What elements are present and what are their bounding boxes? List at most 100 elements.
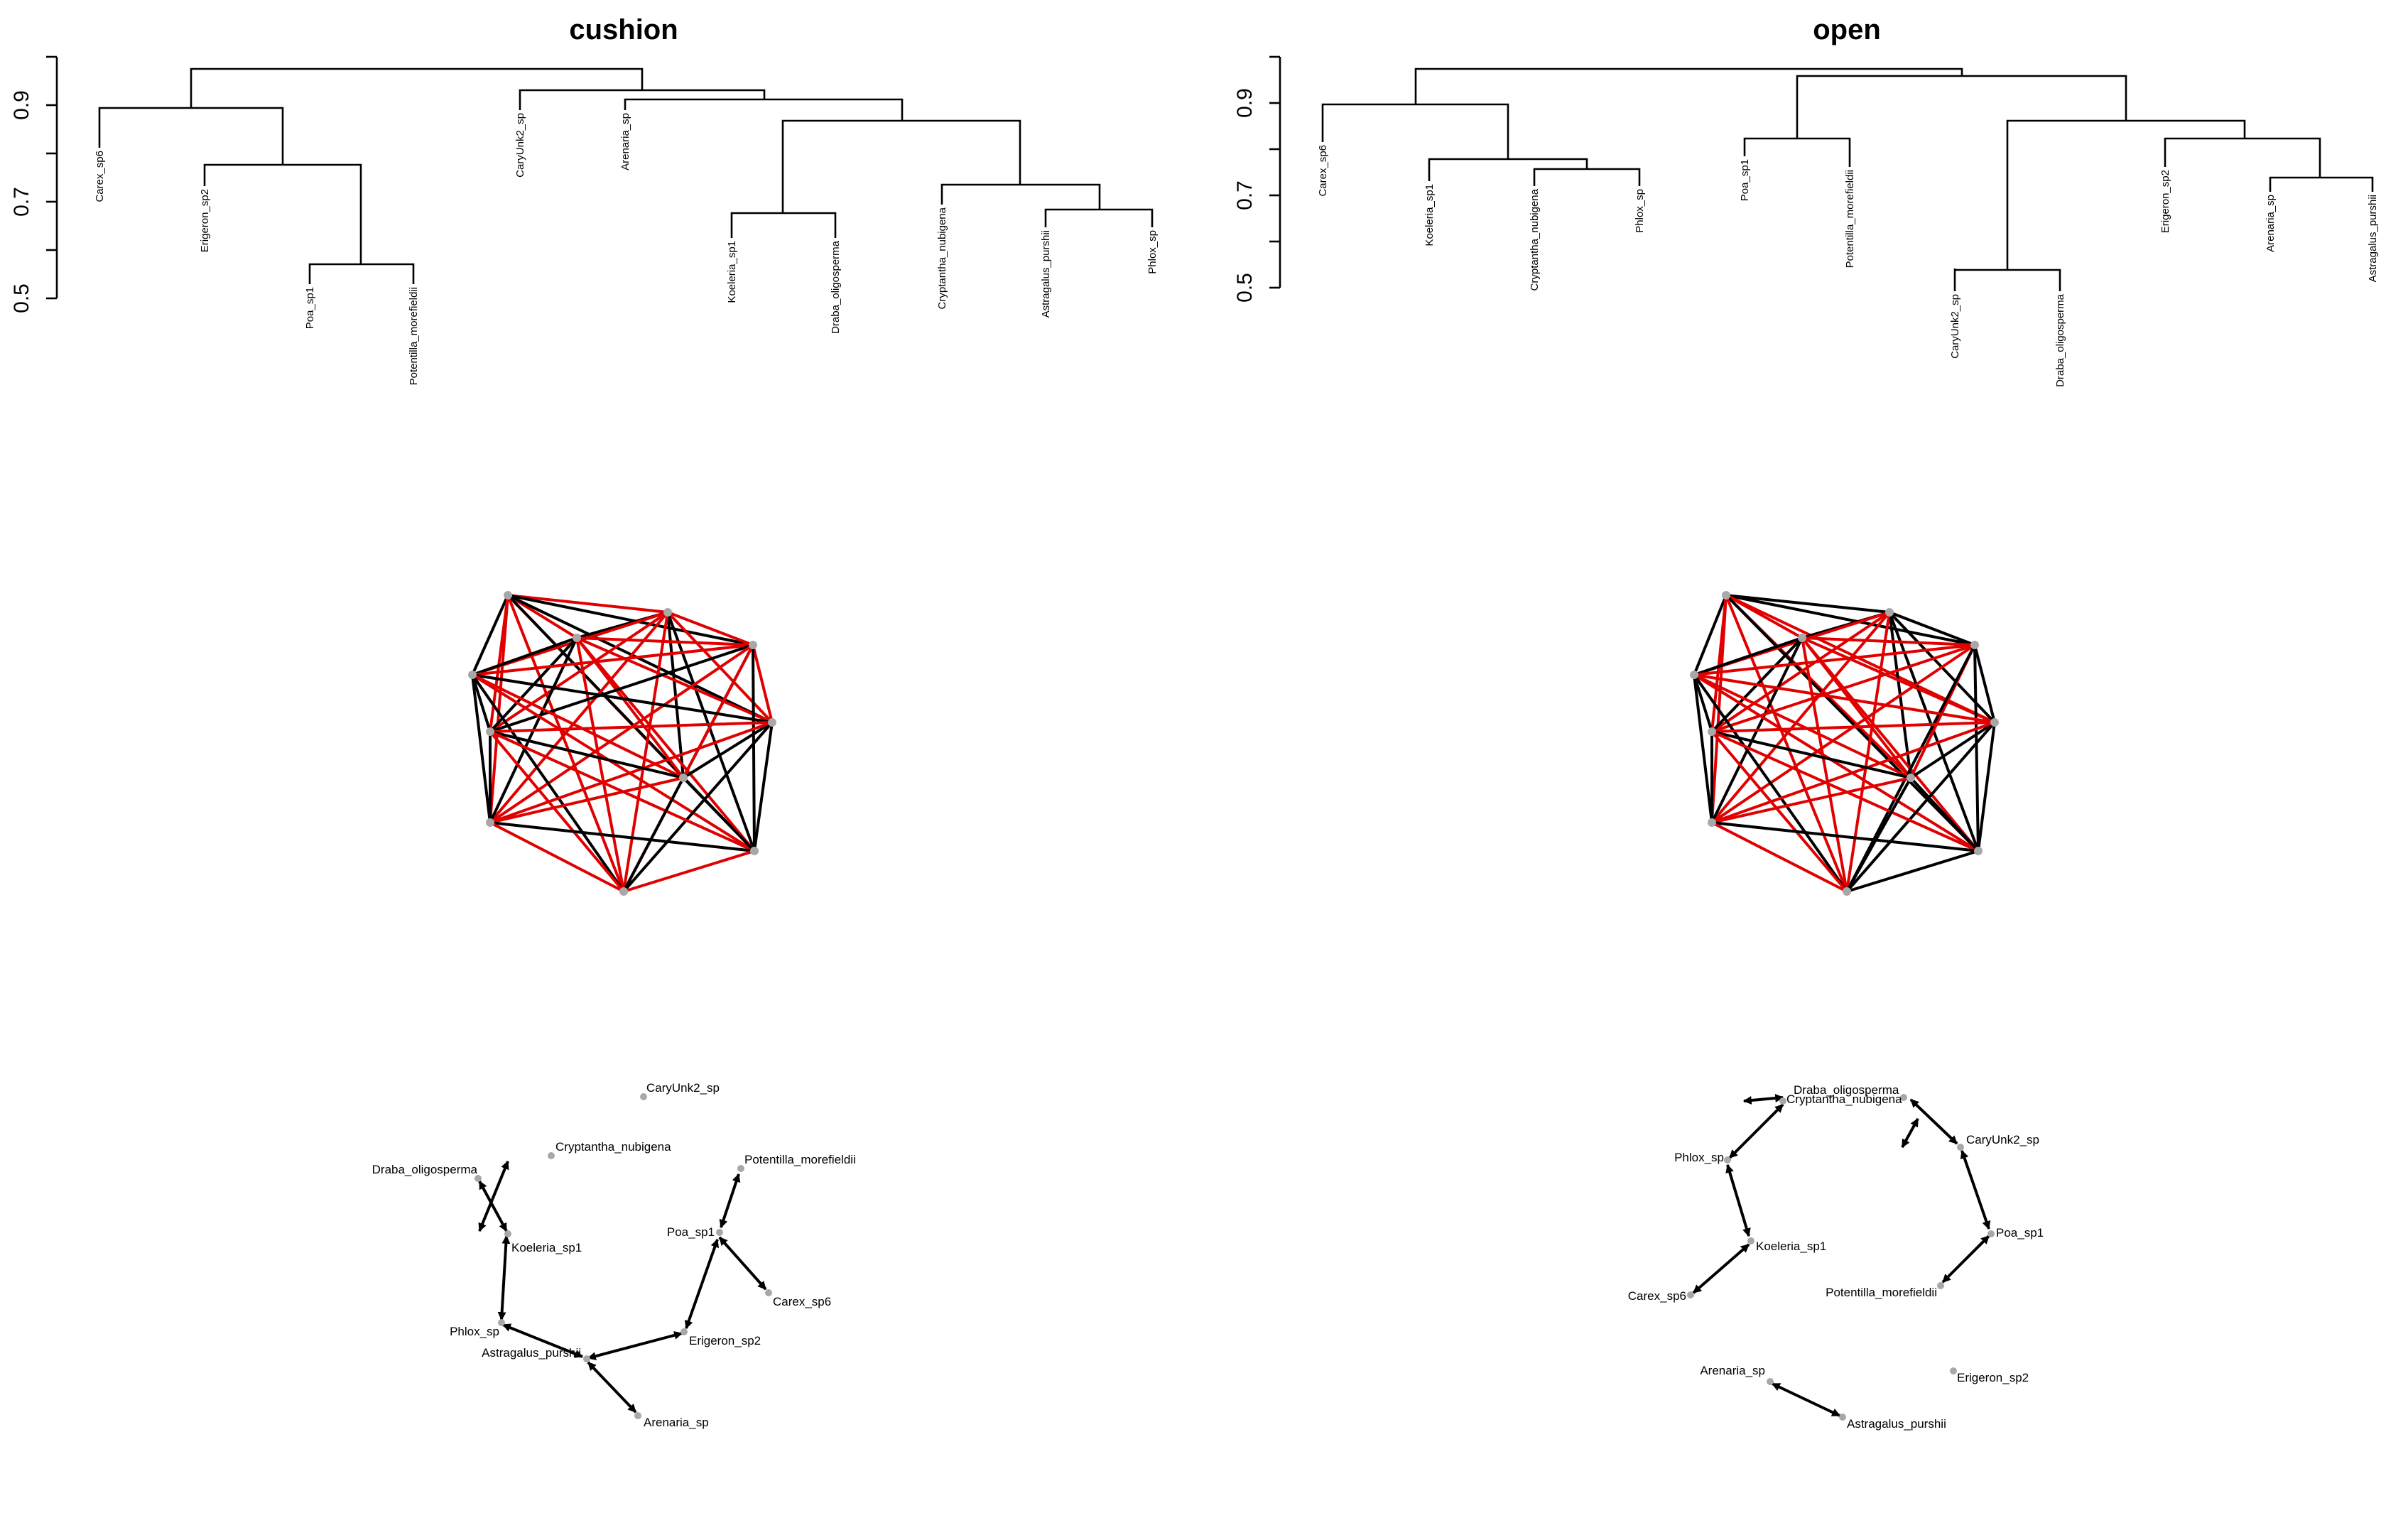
positive-edge bbox=[1725, 594, 1890, 614]
network-node bbox=[1708, 727, 1716, 736]
negative-edge bbox=[506, 594, 578, 639]
positive-edge bbox=[1973, 644, 1980, 852]
leaf-label: Arenaria_sp bbox=[619, 113, 631, 170]
network-node bbox=[1900, 1094, 1907, 1101]
negative-edge bbox=[489, 721, 773, 824]
negative-edge bbox=[489, 721, 773, 733]
y-tick-label: 0.5 bbox=[10, 283, 33, 313]
dendrogram-tree-cushion bbox=[98, 67, 1154, 284]
negative-edge bbox=[575, 636, 756, 852]
positive-edge bbox=[622, 721, 774, 893]
positive-edge bbox=[1711, 821, 1979, 852]
network-node bbox=[548, 1152, 555, 1159]
network-node bbox=[1990, 718, 1999, 727]
node-label: Carex_sp6 bbox=[773, 1295, 831, 1308]
network-node bbox=[1885, 608, 1894, 617]
node-label: Potentilla_morefieldii bbox=[744, 1153, 856, 1166]
negative-edge bbox=[472, 644, 754, 676]
leaf-label: Cryptantha_nubigena bbox=[1529, 188, 1541, 291]
node-label: Koeleria_sp1 bbox=[511, 1241, 582, 1254]
negative-edge bbox=[1710, 730, 1848, 893]
negative-edge bbox=[507, 594, 668, 614]
leaf-label: Astragalus_purshii bbox=[1040, 230, 1052, 318]
positive-edge bbox=[1845, 777, 1912, 892]
positive-edge bbox=[1909, 776, 1980, 852]
leaf-label: CaryUnk2_sp bbox=[1949, 294, 1961, 359]
dendrogram-leaves-open: Carex_sp6 Koeleria_sp1 Cryptantha_nubige… bbox=[1317, 145, 2379, 387]
dendrogram-axis-cushion: 0.5 0.7 0.9 bbox=[10, 55, 58, 313]
y-tick-label: 0.7 bbox=[1233, 180, 1257, 210]
negative-edge bbox=[667, 611, 754, 646]
negative-edge bbox=[1801, 636, 1995, 724]
negative-edge bbox=[472, 673, 684, 779]
filtered-network-cushion: CaryUnk2_sp Cryptantha_nubigena Draba_ol… bbox=[372, 1081, 856, 1429]
positive-edge bbox=[471, 674, 492, 732]
negative-edge bbox=[489, 776, 684, 824]
negative-edge bbox=[1845, 612, 1891, 892]
network-node bbox=[573, 634, 581, 642]
negative-edge bbox=[1710, 611, 1891, 824]
network-node bbox=[1843, 887, 1851, 896]
negative-edge bbox=[1711, 721, 1995, 824]
negative-edge bbox=[489, 611, 669, 824]
negative-edge bbox=[1693, 673, 1995, 724]
positive-edge bbox=[471, 674, 492, 823]
leaf-label: Koeleria_sp1 bbox=[726, 241, 738, 303]
network-node bbox=[1767, 1378, 1774, 1385]
positive-edge bbox=[471, 595, 509, 676]
negative-edge bbox=[623, 850, 755, 893]
leaf-label: CaryUnk2_sp bbox=[514, 113, 526, 178]
negative-edge bbox=[576, 636, 773, 724]
positive-edge bbox=[1693, 674, 1713, 732]
node-label: Cryptantha_nubigena bbox=[1786, 1092, 1902, 1106]
leaf-label: Koeleria_sp1 bbox=[1423, 184, 1436, 246]
leaf-label: Draba_oligosperma bbox=[2054, 293, 2066, 387]
node-label: Cryptantha_nubigena bbox=[555, 1140, 671, 1154]
network-node bbox=[1779, 1097, 1786, 1105]
node-label: Arenaria_sp bbox=[644, 1416, 709, 1429]
positive-edge bbox=[1725, 594, 1980, 852]
network-node bbox=[1724, 1156, 1731, 1164]
negative-edge bbox=[1711, 721, 1995, 733]
negative-edge bbox=[1710, 611, 1891, 733]
positive-edge bbox=[1909, 721, 1996, 779]
leaf-label: Cryptantha_nubigena bbox=[936, 207, 948, 309]
network-node bbox=[640, 1093, 647, 1100]
node-label: Erigeron_sp2 bbox=[1957, 1371, 2029, 1384]
positive-edge bbox=[753, 722, 774, 852]
negative-edge bbox=[1725, 595, 1848, 892]
network-node bbox=[1937, 1282, 1944, 1289]
network-node bbox=[474, 1175, 482, 1182]
network-node bbox=[583, 1355, 590, 1362]
panel-title-open: open bbox=[1813, 14, 1881, 45]
network-node bbox=[1690, 671, 1698, 679]
positive-edge bbox=[1889, 611, 1975, 646]
negative-edge bbox=[489, 595, 509, 823]
network-node bbox=[504, 1230, 511, 1237]
leaf-label: Astragalus_purshii bbox=[2367, 195, 2379, 282]
network-node bbox=[1722, 591, 1730, 600]
y-tick-label: 0.5 bbox=[1233, 273, 1257, 303]
positive-edge bbox=[1845, 644, 1976, 892]
network-node bbox=[486, 818, 494, 827]
negative-edge bbox=[1711, 821, 1848, 893]
network-node bbox=[1970, 641, 1979, 649]
leaf-label: Carex_sp6 bbox=[1317, 145, 1329, 197]
leaf-label: Draba_oligosperma bbox=[830, 240, 842, 334]
positive-edge bbox=[471, 673, 625, 893]
positive-edge bbox=[622, 777, 685, 892]
node-label: CaryUnk2_sp bbox=[646, 1081, 720, 1095]
negative-edge bbox=[1710, 644, 1976, 824]
filtered-network-open: Draba_oligosperma Cryptantha_nubigena Ca… bbox=[1628, 1083, 2044, 1431]
positive-edge bbox=[682, 776, 756, 852]
y-tick-label: 0.7 bbox=[10, 187, 33, 217]
leaf-label: Poa_sp1 bbox=[304, 287, 316, 329]
network-node bbox=[1957, 1144, 1964, 1151]
positive-edge bbox=[507, 594, 754, 646]
network-node bbox=[737, 1165, 744, 1172]
dendrogram-leaves-cushion: Carex_sp6 Erigeron_sp2 Poa_sp1 Potentill… bbox=[94, 113, 1159, 385]
negative-edge bbox=[752, 644, 774, 723]
node-label: CaryUnk2_sp bbox=[1966, 1133, 2039, 1146]
negative-edge bbox=[575, 637, 625, 892]
network-node bbox=[1974, 847, 1983, 855]
